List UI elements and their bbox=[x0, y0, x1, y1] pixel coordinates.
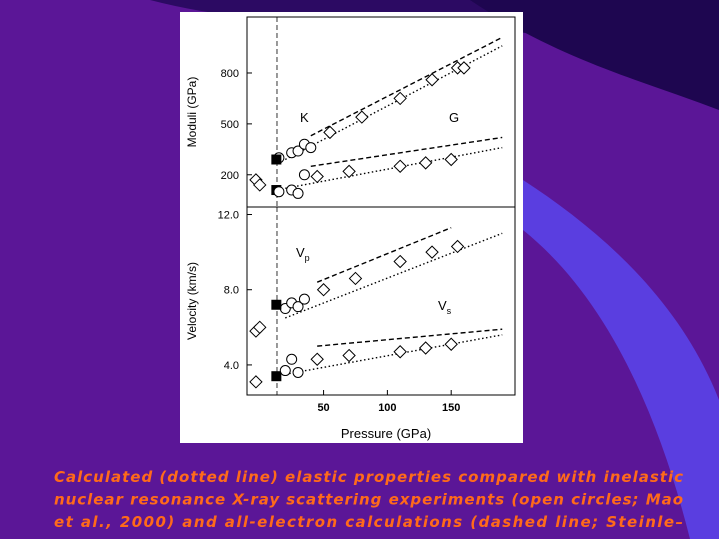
annotation-text: G bbox=[449, 110, 459, 125]
x-tick-label: 100 bbox=[378, 402, 396, 414]
swoosh bbox=[523, 180, 719, 539]
annotation-subscript: s bbox=[447, 306, 452, 316]
y-tick-label: 200 bbox=[221, 170, 239, 182]
y-tick-label: 8.0 bbox=[224, 285, 239, 297]
diamond-point bbox=[253, 178, 267, 192]
line bbox=[285, 232, 503, 319]
wave-dark bbox=[470, 0, 719, 110]
diamond-point bbox=[450, 239, 465, 254]
circle-point bbox=[305, 142, 317, 154]
diamond-point bbox=[418, 341, 433, 355]
annotation: K bbox=[300, 110, 309, 125]
square-point bbox=[271, 154, 282, 165]
diamond-point bbox=[355, 110, 369, 124]
diamond-point bbox=[393, 91, 407, 106]
line bbox=[285, 334, 503, 376]
diamond-point bbox=[393, 159, 407, 173]
annotation: G bbox=[449, 110, 459, 125]
y-tick-label: 800 bbox=[221, 68, 239, 80]
annotation-text: V bbox=[438, 298, 447, 313]
diamond-point bbox=[393, 345, 407, 359]
line bbox=[316, 227, 452, 283]
circle-point bbox=[279, 365, 291, 377]
circle-point bbox=[298, 293, 310, 305]
square-point bbox=[271, 299, 282, 310]
caption-line: Calculated (dotted line) elastic propert… bbox=[54, 468, 683, 486]
y-tick-label: 500 bbox=[221, 119, 239, 131]
x-tick-label: 150 bbox=[442, 402, 460, 414]
diamond-point bbox=[425, 73, 439, 87]
line bbox=[310, 36, 503, 137]
diamond-point bbox=[444, 152, 458, 167]
diamond-point bbox=[342, 164, 356, 179]
annotation-subscript: p bbox=[305, 253, 310, 263]
circle-point bbox=[292, 187, 304, 199]
figure bbox=[180, 12, 523, 443]
caption: Calculated (dotted line) elastic propert… bbox=[54, 468, 683, 531]
circle-point bbox=[298, 169, 310, 181]
square-point bbox=[271, 371, 282, 382]
circle-point bbox=[292, 366, 304, 378]
x-axis-label: Pressure (GPa) bbox=[341, 426, 431, 441]
circle-point bbox=[273, 186, 285, 198]
diamond-point bbox=[342, 348, 356, 363]
line bbox=[317, 328, 503, 347]
diamond-point bbox=[425, 245, 439, 259]
caption-line: nuclear resonance X-ray scattering exper… bbox=[54, 491, 683, 509]
diamond-point bbox=[393, 254, 407, 269]
annotation-text: K bbox=[300, 110, 309, 125]
y-tick-label: 4.0 bbox=[224, 360, 239, 372]
y-tick-label: 12.0 bbox=[218, 210, 239, 222]
annotation: Vp bbox=[296, 245, 310, 263]
diamond-point bbox=[418, 156, 433, 170]
diamond-point bbox=[249, 375, 263, 389]
diamond-point bbox=[457, 61, 471, 75]
plot-frame bbox=[246, 206, 516, 396]
circle-point bbox=[292, 301, 304, 313]
diamond-point bbox=[253, 320, 267, 335]
circle-point bbox=[292, 145, 304, 157]
y-axis-label: Velocity (km/s) bbox=[185, 262, 199, 340]
circle-point bbox=[286, 353, 298, 365]
diamond-point bbox=[348, 271, 363, 286]
y-axis-label: Moduli (GPa) bbox=[185, 77, 199, 148]
line bbox=[285, 146, 503, 190]
annotation-text: V bbox=[296, 245, 305, 260]
annotation: Vs bbox=[438, 298, 452, 316]
diamond-point bbox=[310, 352, 324, 366]
diamond-point bbox=[444, 337, 458, 351]
line bbox=[310, 136, 503, 167]
diamond-point bbox=[316, 283, 331, 297]
diamond-point bbox=[323, 125, 337, 140]
x-tick-label: 50 bbox=[317, 402, 329, 414]
plots: 200 500 800 Moduli (GPa) K G 4.0 8.0 12.0 50 100 15… bbox=[185, 16, 516, 441]
caption-line: et al., 2000) and all-electron calculati… bbox=[54, 513, 683, 531]
diamond-point bbox=[310, 169, 324, 184]
